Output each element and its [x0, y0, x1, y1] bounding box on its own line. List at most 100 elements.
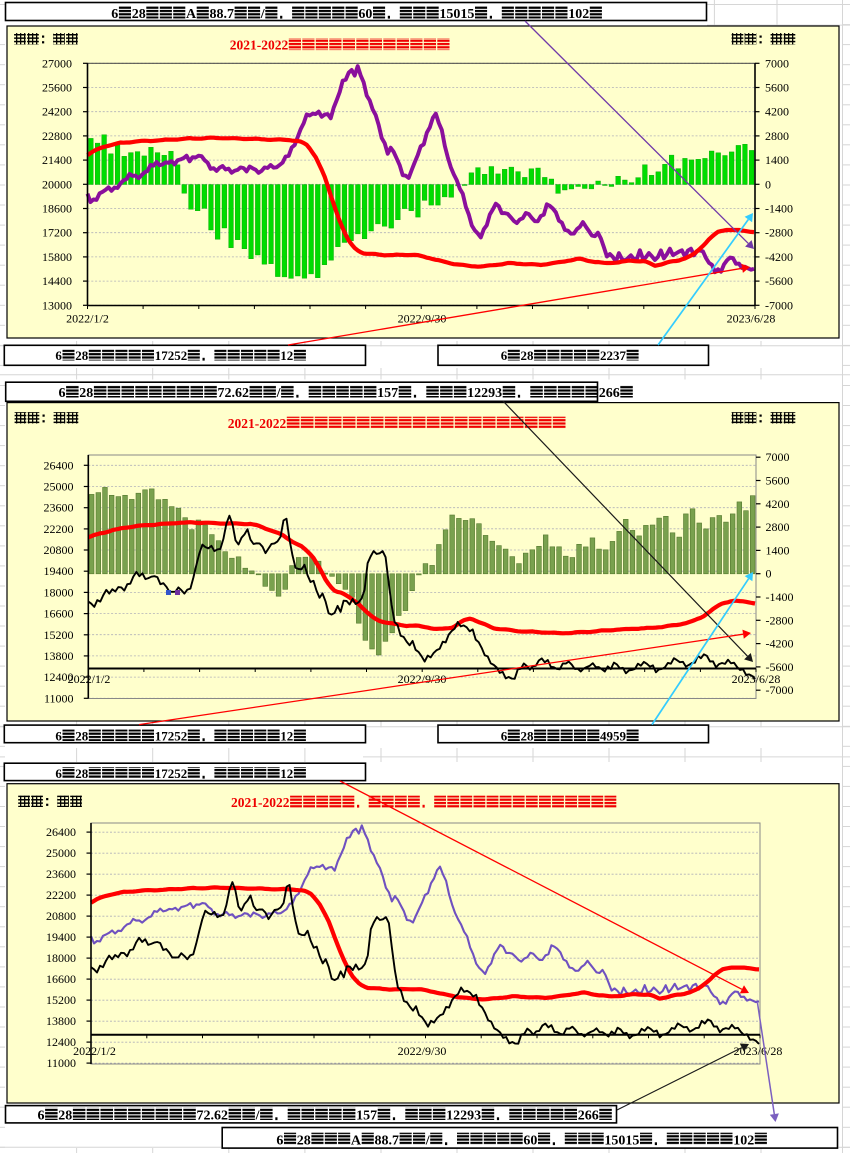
svg-text:26400: 26400	[46, 825, 76, 839]
svg-text:2021-2022: 2021-2022	[228, 416, 287, 431]
svg-text:11000: 11000	[44, 691, 74, 705]
svg-text:157: 157	[377, 386, 398, 401]
svg-text:28: 28	[297, 1134, 311, 1149]
svg-text:4959: 4959	[600, 729, 627, 744]
svg-text:12: 12	[280, 766, 293, 781]
svg-text:-5600: -5600	[766, 660, 794, 674]
svg-text:/: /	[425, 1134, 431, 1149]
svg-text:17200: 17200	[42, 226, 72, 240]
svg-text:15200: 15200	[44, 628, 74, 642]
svg-text:88.7: 88.7	[375, 1134, 400, 1149]
svg-text:2022/9/30: 2022/9/30	[398, 1044, 447, 1058]
svg-text:-4200: -4200	[766, 637, 794, 651]
svg-text:20800: 20800	[44, 543, 74, 557]
svg-text:28: 28	[79, 386, 93, 401]
svg-text:6: 6	[38, 1109, 45, 1124]
svg-text:5600: 5600	[765, 81, 789, 95]
svg-text:16600: 16600	[44, 607, 74, 621]
svg-text:12: 12	[280, 729, 293, 744]
svg-text:18000: 18000	[44, 585, 74, 599]
svg-text:1400: 1400	[766, 543, 790, 557]
svg-text:12400: 12400	[46, 1035, 76, 1049]
svg-text:22800: 22800	[42, 129, 72, 143]
svg-text:13800: 13800	[44, 649, 74, 663]
svg-text:28: 28	[75, 766, 89, 781]
svg-text:25000: 25000	[46, 846, 76, 860]
svg-text:60: 60	[523, 1134, 537, 1149]
svg-text:-2800: -2800	[765, 226, 793, 240]
svg-text:20800: 20800	[46, 909, 76, 923]
svg-text:157: 157	[356, 1109, 377, 1124]
svg-text:11000: 11000	[46, 1056, 76, 1070]
svg-text:19400: 19400	[44, 564, 74, 578]
svg-text:22200: 22200	[44, 522, 74, 536]
svg-text:15800: 15800	[42, 250, 72, 264]
svg-text:2022/9/30: 2022/9/30	[398, 672, 447, 686]
svg-text:A: A	[351, 1134, 362, 1149]
svg-text:0: 0	[766, 567, 772, 581]
svg-text:28: 28	[132, 7, 146, 22]
svg-text:7000: 7000	[766, 450, 790, 464]
svg-text:-7000: -7000	[765, 298, 793, 312]
svg-text:28: 28	[521, 729, 535, 744]
svg-text:4200: 4200	[765, 105, 789, 119]
svg-text:-4200: -4200	[765, 250, 793, 264]
svg-text:A: A	[186, 7, 197, 22]
svg-text:2022/9/30: 2022/9/30	[398, 312, 447, 326]
svg-text:17252: 17252	[155, 729, 188, 744]
svg-text:16600: 16600	[46, 972, 76, 986]
svg-text:-5600: -5600	[765, 274, 793, 288]
svg-text:2022/1/2: 2022/1/2	[68, 672, 111, 686]
svg-text:266: 266	[599, 386, 620, 401]
svg-text:27000: 27000	[42, 56, 72, 70]
svg-text:18600: 18600	[42, 202, 72, 216]
svg-text:15015: 15015	[439, 7, 474, 22]
svg-text:23600: 23600	[46, 867, 76, 881]
svg-text:2022/1/2: 2022/1/2	[66, 312, 109, 326]
svg-text:12400: 12400	[44, 670, 74, 684]
svg-text:2021-2022: 2021-2022	[230, 38, 289, 53]
svg-text:-1400: -1400	[766, 590, 794, 604]
svg-text:2023/6/28: 2023/6/28	[734, 1044, 783, 1058]
svg-text:15015: 15015	[604, 1134, 639, 1149]
svg-text:2800: 2800	[765, 129, 789, 143]
svg-text:12293: 12293	[467, 386, 502, 401]
svg-text:13800: 13800	[46, 1014, 76, 1028]
svg-text:2023/6/28: 2023/6/28	[732, 672, 781, 686]
svg-text:13000: 13000	[42, 298, 72, 312]
svg-text:18000: 18000	[46, 951, 76, 965]
svg-text:7000: 7000	[765, 56, 789, 70]
svg-text:6: 6	[501, 729, 508, 744]
svg-text:6: 6	[59, 386, 66, 401]
svg-text:/: /	[276, 386, 282, 401]
svg-text:88.7: 88.7	[210, 7, 235, 22]
svg-text:6: 6	[55, 348, 62, 363]
svg-text:25600: 25600	[42, 81, 72, 95]
svg-text:1400: 1400	[765, 153, 789, 167]
svg-text:6: 6	[55, 766, 62, 781]
svg-text:20000: 20000	[42, 177, 72, 191]
svg-text:21400: 21400	[42, 153, 72, 167]
svg-text:28: 28	[75, 729, 89, 744]
svg-text:15200: 15200	[46, 993, 76, 1007]
svg-text:266: 266	[578, 1109, 599, 1124]
svg-text:102: 102	[568, 7, 589, 22]
svg-text:22200: 22200	[46, 888, 76, 902]
svg-text:6: 6	[276, 1134, 283, 1149]
svg-text:28: 28	[58, 1109, 72, 1124]
svg-text:2021-2022: 2021-2022	[231, 795, 290, 810]
svg-text:-7000: -7000	[766, 683, 794, 697]
svg-text:102: 102	[733, 1134, 754, 1149]
svg-text:6: 6	[55, 729, 62, 744]
svg-text:/: /	[260, 7, 266, 22]
svg-text:28: 28	[521, 348, 535, 363]
svg-text:23600: 23600	[44, 501, 74, 515]
svg-text:6: 6	[111, 7, 118, 22]
svg-text:12: 12	[280, 348, 293, 363]
svg-text:2022/1/2: 2022/1/2	[73, 1044, 116, 1058]
svg-text:19400: 19400	[46, 930, 76, 944]
svg-text:6: 6	[501, 348, 508, 363]
svg-text:17252: 17252	[155, 766, 188, 781]
svg-text:4200: 4200	[766, 497, 790, 511]
svg-text:28: 28	[75, 348, 89, 363]
